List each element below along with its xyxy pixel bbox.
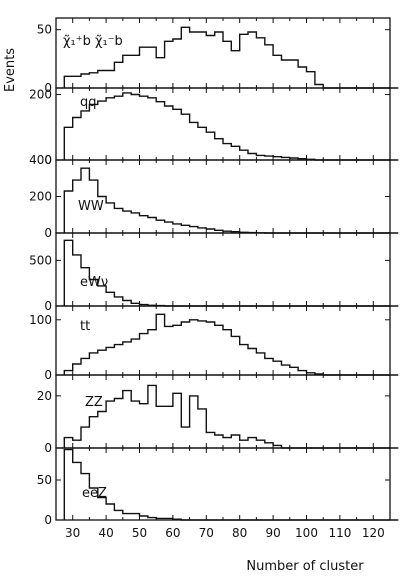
- panel-2: 0 200 qq: [29, 87, 399, 167]
- histogram-series: [63, 167, 399, 234]
- histogram-series: [63, 448, 399, 521]
- x-axis: 30 40 50 60 70 80 90 100 110 120: [65, 526, 385, 540]
- panel-frame: [55, 232, 391, 307]
- y-tick-label: 0: [44, 226, 52, 240]
- histogram-series: [63, 313, 399, 376]
- panel-1: 0 50 χ̃₁⁺b χ̃₁⁻b: [37, 17, 399, 95]
- y-tick-label: 0: [44, 299, 52, 313]
- x-tick-label: 30: [65, 526, 80, 540]
- y-tick-label: 0: [44, 513, 52, 527]
- panel-6: 0 20 ZZ: [37, 374, 399, 455]
- y-tick-label: 0: [44, 441, 52, 455]
- y-tick-label: 0: [44, 81, 52, 95]
- panel-3: 0 200 400 WW: [29, 153, 399, 240]
- panel-frame: [55, 447, 391, 521]
- y-tick-label: 0: [44, 368, 52, 382]
- histogram-series: [63, 26, 399, 89]
- x-tick-label: 80: [232, 526, 247, 540]
- histogram-series: [63, 92, 399, 161]
- panel-label: eWν: [80, 275, 108, 290]
- panel-7: 0 50 eeZ: [37, 447, 399, 527]
- y-tick-label: 50: [37, 23, 52, 37]
- panel-label: eeZ: [82, 486, 107, 501]
- panel-label: χ̃₁⁺b χ̃₁⁻b: [63, 34, 123, 49]
- y-axis-title: Events: [3, 48, 18, 92]
- panel-frame: [55, 17, 391, 89]
- panel-label: tt: [80, 319, 90, 334]
- panel-label: WW: [78, 199, 104, 214]
- x-tick-label: 90: [265, 526, 280, 540]
- panel-frame: [55, 305, 391, 376]
- y-tick-label: 0: [44, 153, 52, 167]
- y-tick-label: 20: [37, 389, 52, 403]
- x-tick-label: 60: [165, 526, 180, 540]
- y-tick-label: 400: [29, 153, 52, 167]
- panel-label: ZZ: [85, 395, 103, 410]
- x-tick-label: 120: [362, 526, 385, 540]
- histogram-series: [63, 239, 399, 307]
- x-tick-label: 110: [328, 526, 351, 540]
- y-tick-label: 200: [29, 190, 52, 204]
- y-tick-label: 200: [29, 88, 52, 102]
- y-tick-label: 100: [29, 313, 52, 327]
- panel-4: 0 500 eWν: [29, 232, 399, 313]
- y-tick-label: 50: [37, 473, 52, 487]
- panel-5: 0 100 tt: [29, 305, 399, 382]
- x-tick-label: 50: [132, 526, 147, 540]
- panel-label: qq: [80, 95, 97, 110]
- histogram-series: [63, 384, 399, 449]
- y-tick-label: 500: [29, 253, 52, 267]
- x-tick-label: 40: [98, 526, 113, 540]
- x-axis-title: Number of cluster: [246, 559, 364, 574]
- x-tick-label: 70: [199, 526, 214, 540]
- x-tick-label: 100: [295, 526, 318, 540]
